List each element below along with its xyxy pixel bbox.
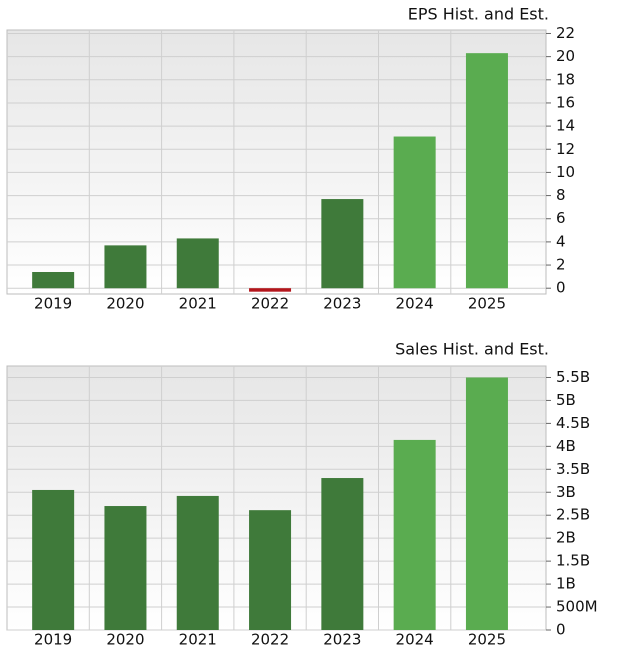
x-tick-label: 2019 [34, 295, 72, 313]
bar [32, 489, 75, 630]
y-tick-label: 12 [556, 140, 575, 158]
bar [465, 377, 508, 630]
bar [104, 506, 147, 630]
plot-area [6, 29, 547, 295]
y-tick-label: 1B [556, 575, 576, 593]
y-tick-label: 4 [556, 232, 566, 250]
bar [321, 199, 364, 289]
x-tick-label: 2023 [323, 295, 361, 313]
bar [104, 245, 147, 289]
x-tick-label: 2023 [323, 631, 361, 649]
y-tick-label: 1.5B [556, 552, 590, 570]
y-tick-label: 3.5B [556, 460, 590, 478]
y-tick-label: 3B [556, 483, 576, 501]
bar [32, 272, 75, 289]
y-tick-label: 16 [556, 93, 575, 111]
x-tick-label: 2020 [106, 295, 144, 313]
y-tick-label: 6 [556, 209, 566, 227]
x-tick-label: 2025 [468, 631, 506, 649]
x-tick-label: 2024 [396, 631, 434, 649]
y-tick-label: 14 [556, 117, 575, 135]
bar [176, 495, 219, 630]
y-tick-label: 2B [556, 529, 576, 547]
x-tick-label: 2021 [179, 295, 217, 313]
y-tick-label: 4B [556, 437, 576, 455]
chart-title: Sales Hist. and Est. [395, 340, 549, 359]
y-tick-label: 500M [556, 598, 598, 616]
y-tick-label: 2.5B [556, 506, 590, 524]
x-tick-label: 2019 [34, 631, 72, 649]
y-tick-label: 10 [556, 163, 575, 181]
bar [465, 53, 508, 289]
bar [249, 288, 292, 292]
y-tick-label: 4.5B [556, 414, 590, 432]
x-tick-label: 2025 [468, 295, 506, 313]
x-tick-label: 2024 [396, 295, 434, 313]
y-tick-label: 22 [556, 24, 575, 42]
bar [393, 136, 436, 289]
chart-title: EPS Hist. and Est. [408, 5, 549, 24]
y-tick-label: 2 [556, 256, 566, 274]
y-tick-label: 0 [556, 279, 566, 297]
bar [176, 238, 219, 289]
y-tick-label: 5.5B [556, 368, 590, 386]
x-tick-label: 2021 [179, 631, 217, 649]
x-tick-label: 2020 [106, 631, 144, 649]
bar [321, 478, 364, 630]
y-tick-label: 20 [556, 47, 575, 65]
bar [249, 510, 292, 630]
x-tick-label: 2022 [251, 295, 289, 313]
bar [393, 439, 436, 630]
y-tick-label: 5B [556, 391, 576, 409]
y-tick-label: 8 [556, 186, 566, 204]
y-tick-label: 18 [556, 70, 575, 88]
x-tick-label: 2022 [251, 631, 289, 649]
y-tick-label: 0 [556, 621, 566, 639]
